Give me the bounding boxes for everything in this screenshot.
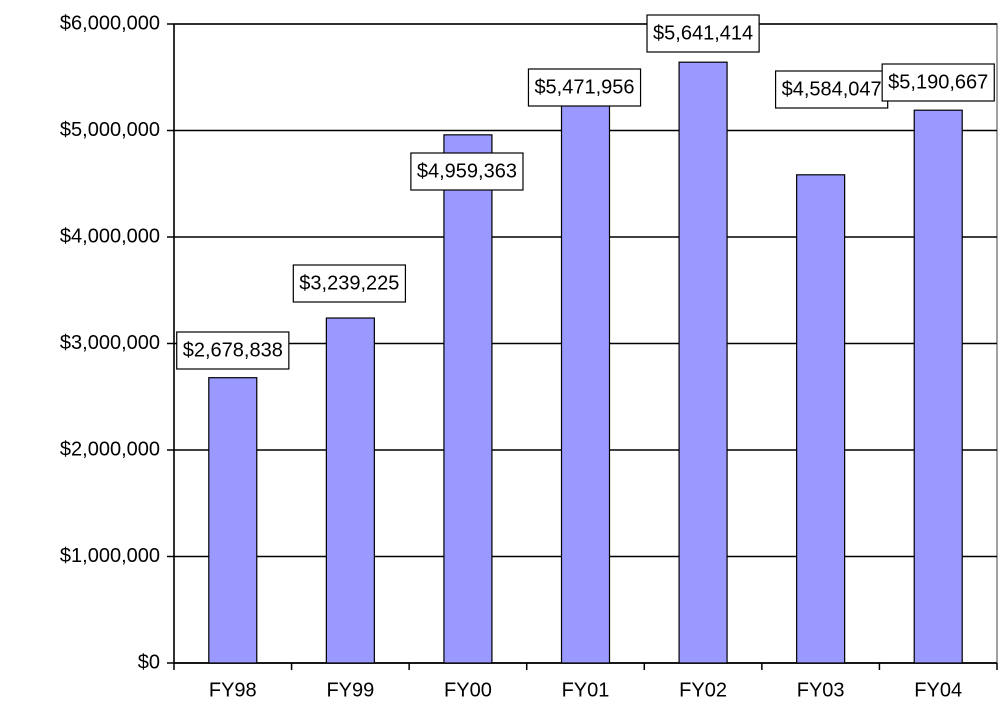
value-label: $3,239,225	[299, 272, 399, 294]
value-label-box	[292, 264, 407, 303]
x-tick-label: FY03	[797, 679, 845, 701]
value-label: $4,584,047	[782, 78, 882, 100]
x-tick-label: FY99	[326, 679, 374, 701]
y-tick-label: $0	[138, 651, 160, 673]
bar	[678, 61, 728, 664]
bar	[796, 174, 846, 664]
x-tick-label: FY01	[562, 679, 610, 701]
value-label-box	[410, 152, 524, 191]
y-tick-label: $3,000,000	[60, 332, 160, 354]
y-tick-label: $6,000,000	[60, 12, 160, 34]
bar	[325, 317, 375, 664]
bar	[443, 134, 493, 664]
value-label: $5,471,956	[534, 76, 634, 98]
bar	[208, 377, 258, 664]
value-label: $2,678,838	[183, 339, 283, 361]
value-label: $4,959,363	[417, 160, 517, 182]
x-tick-label: FY00	[444, 679, 492, 701]
x-tick-label: FY02	[679, 679, 727, 701]
x-tick-label: FY04	[914, 679, 962, 701]
y-tick-label: $4,000,000	[60, 225, 160, 247]
value-label-box	[176, 331, 290, 370]
bar	[560, 79, 611, 664]
value-label: $5,641,414	[653, 22, 753, 44]
value-label-box	[527, 68, 642, 107]
value-label-box	[881, 63, 995, 102]
x-tick-label: FY98	[209, 679, 257, 701]
y-tick-label: $5,000,000	[60, 119, 160, 141]
value-label-box	[646, 14, 760, 53]
bar	[913, 109, 963, 664]
y-tick-label: $1,000,000	[60, 545, 160, 567]
y-tick-label: $2,000,000	[60, 438, 160, 460]
value-label: $5,190,667	[888, 71, 988, 93]
